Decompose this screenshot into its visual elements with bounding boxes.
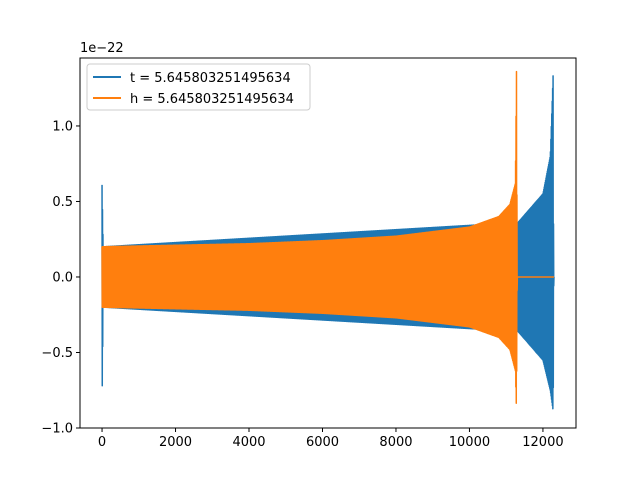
y-axis: −1.0 −0.5 0.0 0.5 1.0	[41, 119, 80, 437]
series-line-2	[101, 70, 555, 404]
x-tick-label-6: 12000	[522, 435, 563, 450]
legend-label-series-1: t = 5.645803251495634	[130, 71, 291, 86]
x-tick-label-0: 0	[98, 435, 106, 450]
legend-box	[86, 63, 311, 111]
x-tick-label-1: 2000	[159, 435, 192, 450]
legend: t = 5.645803251495634 h = 5.645803251495…	[86, 63, 311, 111]
y-tick-label-2: 0.0	[52, 270, 73, 285]
y-tick-label-0: −1.0	[41, 422, 73, 437]
plot-area	[79, 57, 577, 429]
y-tick-label-4: 1.0	[52, 119, 73, 134]
x-axis: 0 2000 4000 6000 8000 10000 12000	[98, 428, 564, 450]
axes-frame	[79, 57, 577, 429]
x-tick-label-5: 10000	[449, 435, 490, 450]
x-tick-label-3: 6000	[306, 435, 339, 450]
y-tick-label-3: 0.5	[52, 195, 73, 210]
x-tick-label-2: 4000	[232, 435, 265, 450]
y-tick-label-1: −0.5	[41, 346, 73, 361]
series-layer	[101, 70, 555, 410]
y-offset-label: 1e−22	[80, 41, 124, 56]
legend-label-series-2: h = 5.645803251495634	[130, 92, 294, 107]
x-tick-label-4: 8000	[379, 435, 412, 450]
